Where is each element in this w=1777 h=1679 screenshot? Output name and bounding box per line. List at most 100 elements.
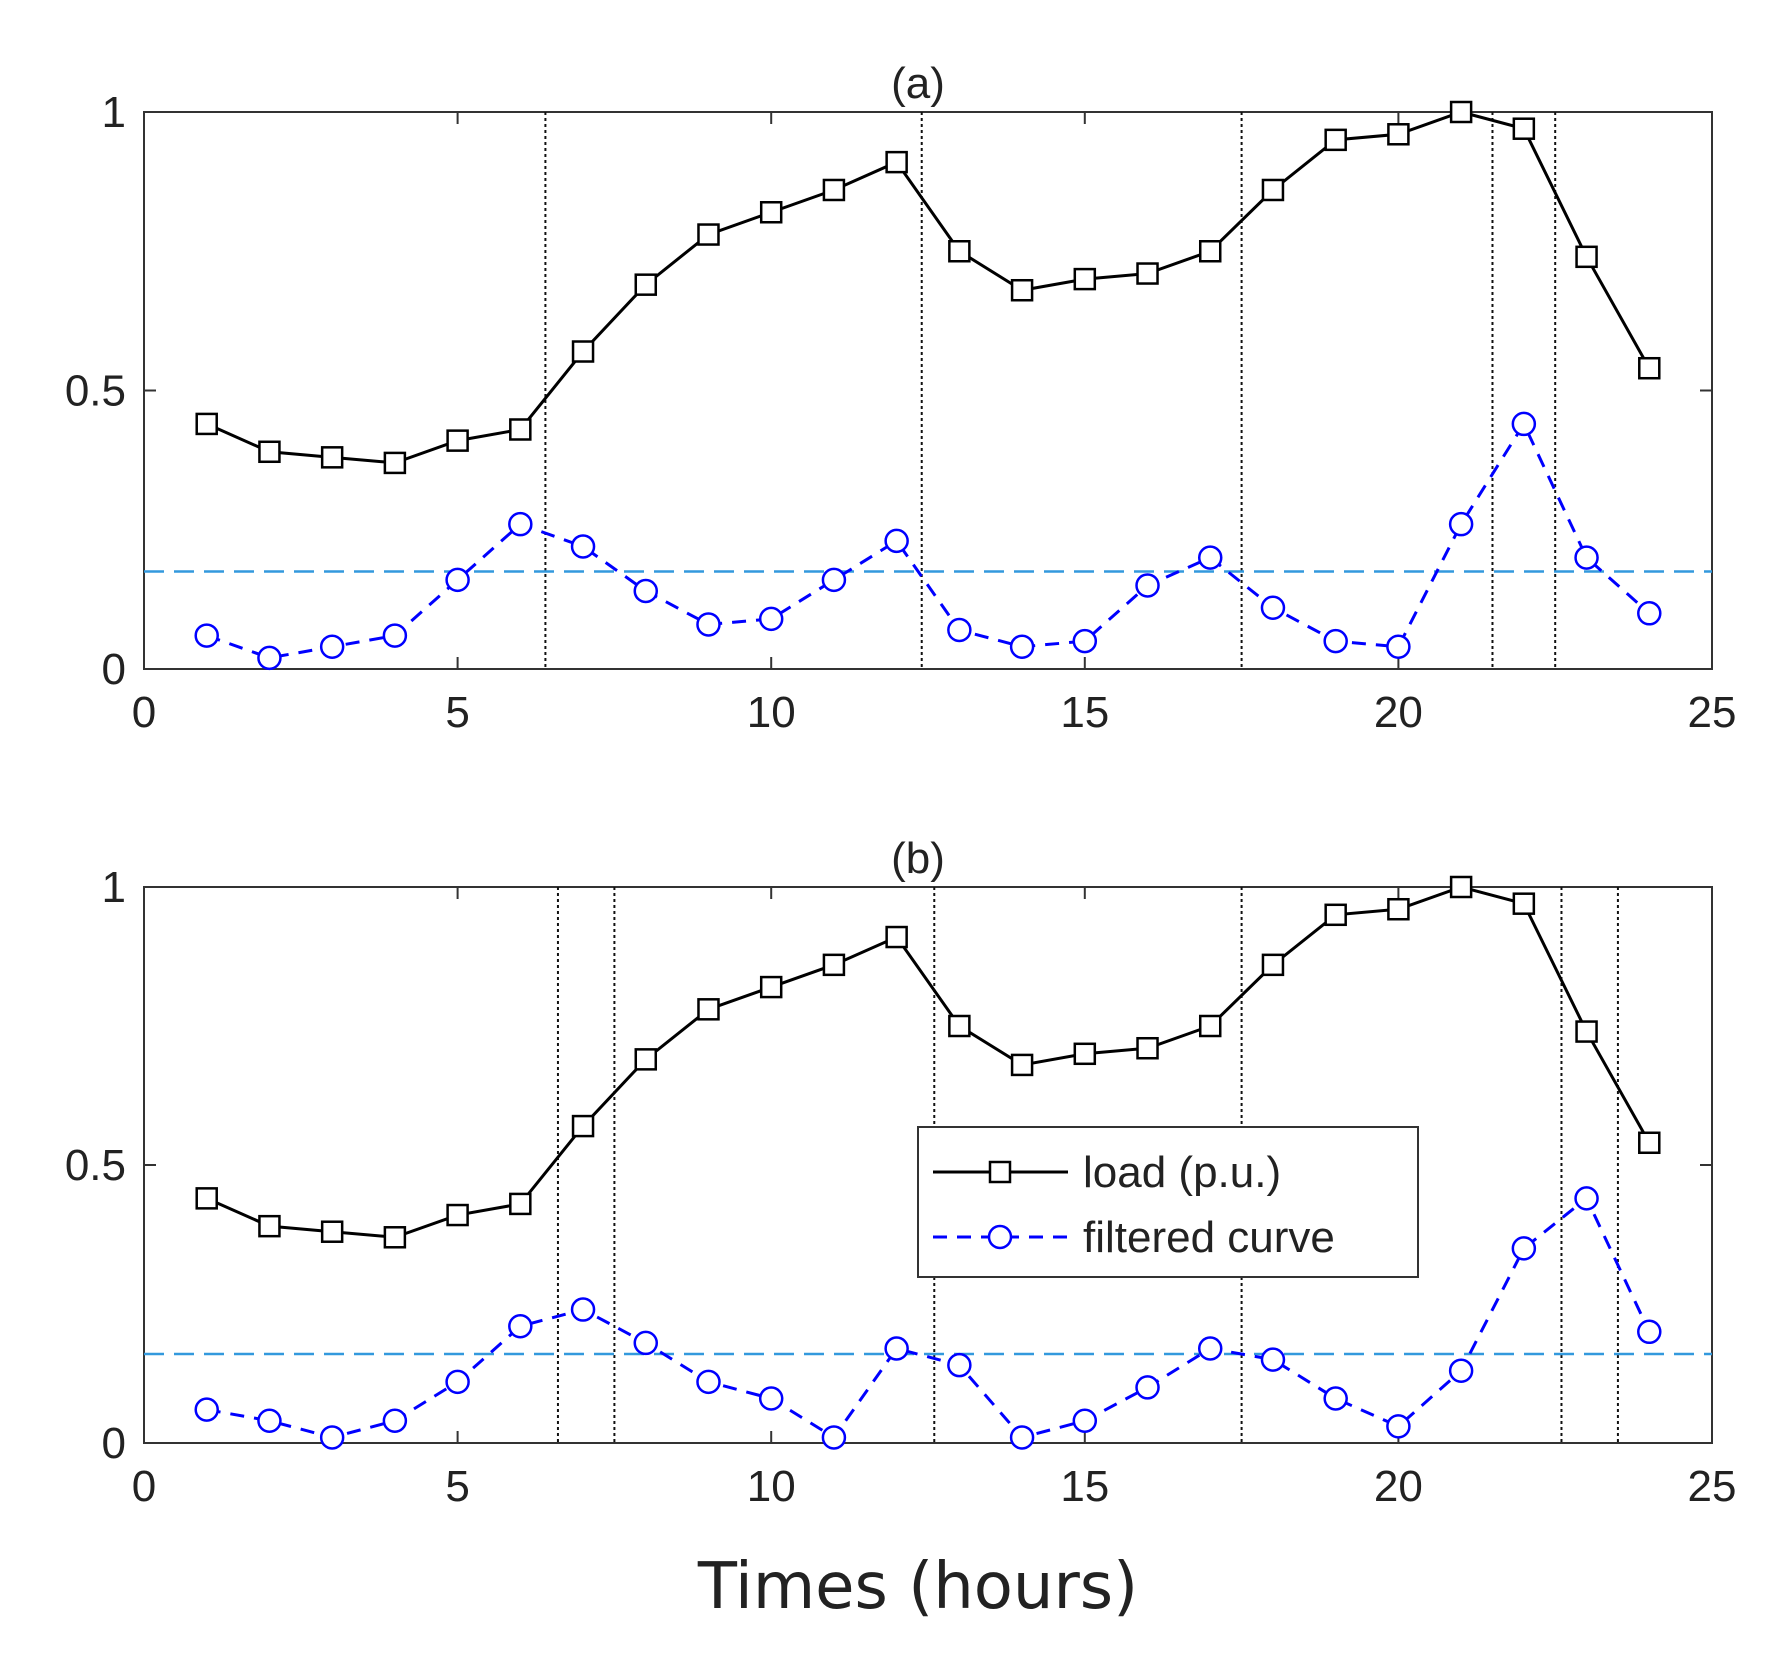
- filtered-point: [1072, 1408, 1098, 1434]
- filtered-point: [1197, 545, 1223, 570]
- filtered-point: [382, 623, 408, 648]
- filtered-point: [570, 534, 596, 559]
- filtered-point: [1511, 1236, 1537, 1261]
- filtered-point: [1448, 1358, 1474, 1383]
- load-point: [697, 998, 720, 1021]
- filtered-point: [947, 1352, 972, 1378]
- x-tick-label: 25: [1688, 688, 1737, 737]
- y-tick-label: 0: [102, 645, 126, 694]
- filtered-point: [1637, 601, 1662, 626]
- panel-b: 0 5 10 15 20 25 0 0.5 1 (b) Times (hours) load (p.u…: [65, 834, 1737, 1624]
- series-line-filtered: [206, 420, 1651, 660]
- filtered-point: [1009, 634, 1035, 659]
- x-tick-label: 0: [132, 688, 156, 737]
- load-point: [822, 178, 846, 202]
- x-tick-label: 20: [1374, 688, 1423, 737]
- load-point: [1198, 240, 1222, 263]
- filtered-point: [194, 1397, 219, 1422]
- load-point: [571, 340, 595, 363]
- filtered-point: [696, 1369, 721, 1395]
- load-point: [1324, 903, 1347, 927]
- y-tick-label: 0.5: [65, 367, 126, 416]
- load-point: [1261, 178, 1285, 202]
- filtered-point: [1135, 573, 1160, 598]
- filtered-point: [257, 1408, 282, 1434]
- filtered-point: [1574, 545, 1599, 570]
- y-tick-label: 1: [102, 863, 126, 912]
- filtered-point: [1323, 628, 1348, 654]
- series-line-filtered: [206, 1196, 1651, 1440]
- load-point: [1387, 123, 1410, 146]
- filtered-point: [1009, 1425, 1035, 1450]
- legend-label: load (p.u.): [1083, 1148, 1281, 1197]
- filtered-point: [696, 612, 721, 637]
- filtered-point: [1448, 511, 1474, 537]
- filtered-point: [884, 1336, 909, 1361]
- x-tick-label: 10: [747, 1462, 796, 1511]
- load-point: [571, 1114, 595, 1138]
- filtered-point: [1574, 1186, 1599, 1211]
- filtered-point: [633, 1330, 659, 1356]
- load-point: [1449, 100, 1473, 124]
- load-point: [509, 418, 532, 441]
- filtered-point: [1072, 628, 1098, 654]
- filtered-point: [1260, 595, 1286, 620]
- load-point: [1638, 356, 1661, 380]
- load-point: [1324, 128, 1347, 152]
- filtered-point: [1260, 1347, 1286, 1372]
- load-point: [383, 1226, 407, 1249]
- y-tick-label: 0.5: [65, 1141, 126, 1190]
- filtered-point: [1386, 634, 1411, 659]
- load-point: [1010, 278, 1034, 302]
- load-point: [885, 925, 908, 949]
- filtered-point: [1135, 1375, 1160, 1400]
- legend-label: filtered curve: [1083, 1213, 1335, 1262]
- load-point: [446, 1203, 469, 1227]
- load-point: [195, 1187, 218, 1210]
- filtered-point: [758, 606, 784, 632]
- x-tick-label: 15: [1060, 1462, 1109, 1511]
- filtered-point: [257, 645, 282, 671]
- y-tick-label: 0: [102, 1419, 126, 1468]
- filtered-point: [1323, 1386, 1348, 1411]
- load-point: [1136, 262, 1159, 285]
- x-tick-label: 15: [1060, 688, 1109, 737]
- x-tick-label: 0: [132, 1462, 156, 1511]
- load-point: [1198, 1014, 1222, 1038]
- panel-a: 0 5 10 15 20 25 0 0.5 1 (a): [65, 59, 1737, 737]
- x-tick-label: 25: [1688, 1462, 1737, 1511]
- filtered-point: [633, 578, 659, 604]
- load-point: [885, 150, 908, 174]
- filtered-point: [821, 567, 847, 593]
- filtered-point: [1386, 1414, 1411, 1439]
- load-point: [634, 1048, 658, 1071]
- filtered-point: [319, 1425, 345, 1450]
- load-point: [822, 953, 846, 977]
- legend-box: [917, 1126, 1419, 1278]
- load-point: [258, 440, 281, 464]
- filtered-point: [508, 1313, 533, 1339]
- load-point: [1512, 892, 1536, 915]
- filtered-point: [947, 617, 972, 643]
- filtered-point: [508, 511, 533, 537]
- filtered-point: [319, 634, 345, 659]
- load-point: [948, 240, 971, 263]
- x-tick-label: 20: [1374, 1462, 1423, 1511]
- filtered-point: [821, 1425, 847, 1450]
- load-point: [1575, 1020, 1598, 1043]
- load-point: [1010, 1053, 1034, 1077]
- x-tick-label: 5: [445, 1462, 469, 1511]
- filtered-point: [1197, 1336, 1223, 1361]
- load-point: [948, 1014, 971, 1038]
- load-point: [383, 451, 407, 475]
- load-point: [634, 273, 658, 296]
- load-point: [320, 1220, 344, 1243]
- load-point: [320, 446, 344, 469]
- load-point: [1449, 875, 1473, 899]
- load-point: [1575, 245, 1598, 269]
- panel-title: (a): [891, 59, 945, 108]
- load-point: [1512, 117, 1536, 140]
- filtered-point: [758, 1386, 784, 1411]
- load-point: [697, 223, 720, 246]
